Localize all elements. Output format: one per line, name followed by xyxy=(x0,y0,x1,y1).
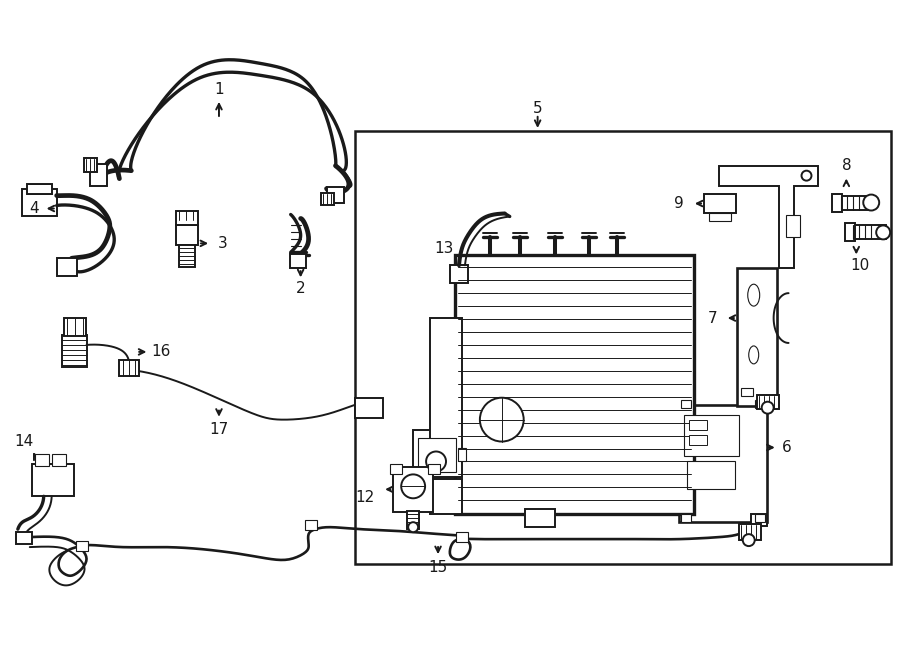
Bar xyxy=(64,318,86,336)
Bar xyxy=(418,438,456,473)
Text: 15: 15 xyxy=(428,559,447,574)
Bar xyxy=(458,447,466,461)
Bar xyxy=(179,245,195,267)
Bar xyxy=(755,400,765,408)
Bar xyxy=(681,400,691,408)
Bar xyxy=(455,255,694,514)
Bar xyxy=(35,455,49,467)
Bar xyxy=(757,395,778,408)
Bar xyxy=(176,225,198,245)
Circle shape xyxy=(426,451,446,471)
Bar xyxy=(684,414,739,457)
Text: 10: 10 xyxy=(850,258,870,273)
Text: 7: 7 xyxy=(708,311,717,326)
Circle shape xyxy=(409,522,419,532)
Bar xyxy=(737,268,777,406)
Bar xyxy=(290,254,306,268)
Bar xyxy=(689,434,706,444)
Bar xyxy=(391,465,402,475)
Ellipse shape xyxy=(749,346,759,364)
Bar xyxy=(327,186,345,202)
Text: 6: 6 xyxy=(782,440,791,455)
Bar xyxy=(845,223,855,241)
Bar xyxy=(839,196,868,210)
Bar xyxy=(51,455,66,467)
Bar xyxy=(176,210,198,225)
Bar xyxy=(32,465,74,496)
Bar xyxy=(61,335,86,367)
Bar xyxy=(57,258,76,276)
Bar xyxy=(16,532,32,544)
Circle shape xyxy=(863,194,879,210)
Bar xyxy=(22,188,57,217)
Bar xyxy=(304,520,317,530)
Bar xyxy=(356,398,383,418)
Bar xyxy=(27,184,51,194)
Text: 16: 16 xyxy=(151,344,171,360)
Circle shape xyxy=(401,475,425,498)
Bar xyxy=(393,467,433,512)
Bar xyxy=(76,541,87,551)
Bar xyxy=(679,405,767,522)
Text: 3: 3 xyxy=(218,236,228,251)
Bar xyxy=(413,430,461,485)
Bar xyxy=(786,215,799,237)
Bar xyxy=(709,214,731,221)
Text: 14: 14 xyxy=(14,434,33,449)
Text: 13: 13 xyxy=(435,241,454,256)
Bar xyxy=(356,131,891,564)
Bar xyxy=(739,524,760,540)
Text: 12: 12 xyxy=(356,490,375,505)
Text: 5: 5 xyxy=(533,101,543,116)
Bar xyxy=(428,465,440,475)
Bar xyxy=(704,194,736,214)
Text: 2: 2 xyxy=(296,281,305,295)
Bar xyxy=(456,532,468,542)
Bar xyxy=(687,461,734,489)
Bar xyxy=(320,192,335,204)
Bar xyxy=(450,265,468,283)
Bar xyxy=(84,158,97,172)
Text: 4: 4 xyxy=(29,201,39,216)
Bar xyxy=(751,514,767,526)
Circle shape xyxy=(480,398,524,442)
Text: 1: 1 xyxy=(214,81,224,97)
Polygon shape xyxy=(719,166,818,268)
Circle shape xyxy=(802,171,812,180)
Circle shape xyxy=(761,402,774,414)
Bar xyxy=(832,194,842,212)
Bar xyxy=(525,509,554,527)
Circle shape xyxy=(742,534,755,546)
Text: 17: 17 xyxy=(210,422,229,437)
Bar xyxy=(850,225,886,239)
Text: 11: 11 xyxy=(438,399,457,414)
Bar xyxy=(681,514,691,522)
Text: 9: 9 xyxy=(674,196,684,211)
Bar xyxy=(430,479,462,514)
Text: 8: 8 xyxy=(842,158,851,173)
Circle shape xyxy=(877,225,890,239)
Bar xyxy=(407,511,419,529)
Ellipse shape xyxy=(748,284,760,306)
Bar xyxy=(89,164,107,186)
Bar xyxy=(689,420,706,430)
Bar xyxy=(741,388,752,396)
Bar xyxy=(120,360,140,376)
Bar xyxy=(755,514,765,522)
Bar xyxy=(430,318,462,477)
